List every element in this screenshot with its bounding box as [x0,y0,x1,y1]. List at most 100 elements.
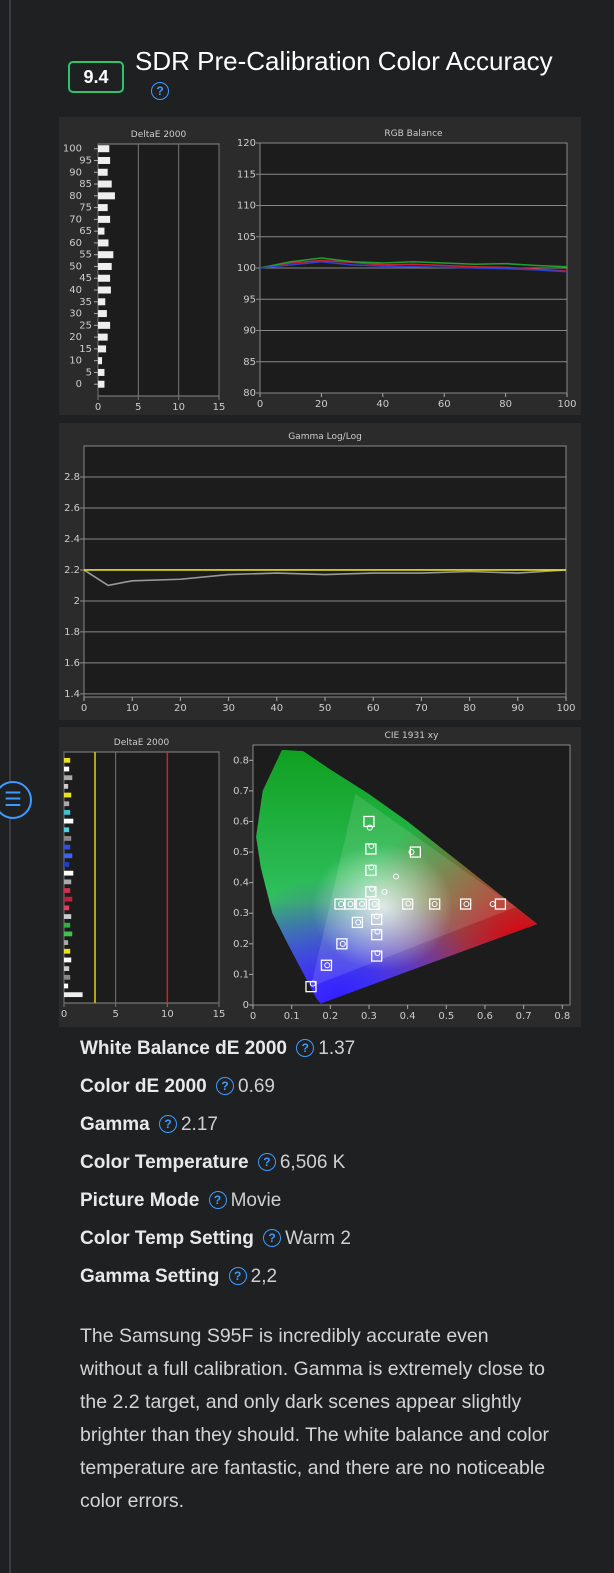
bar [64,757,71,763]
y-tick-label: 0.2 [233,939,249,950]
y-tick-label: 0.6 [233,816,249,827]
bar [98,368,105,376]
title: SDR Pre-Calibration Color Accuracy [135,46,553,76]
bar [98,298,106,306]
help-icon[interactable]: ? [263,1229,282,1247]
chart-title: RGB Balance [384,129,443,139]
measured-marker [371,901,378,908]
gamut-fill [256,749,538,1004]
help-icon[interactable]: ? [257,1153,276,1171]
y-tick-label: 95 [79,155,92,166]
x-tick-label: 5 [112,1009,118,1020]
spec-label: Color Temperature [80,1152,249,1173]
x-tick-label: 70 [415,703,428,714]
measured-marker [405,900,412,907]
y-tick-label: 90 [243,326,256,337]
bar [64,862,70,867]
target-marker [429,898,441,910]
spec-label: Gamma Setting [80,1266,220,1287]
y-tick-label: 2.8 [64,472,80,483]
measured-marker [369,885,376,892]
y-tick-label: 10 [69,356,82,367]
y-tick-label: 120 [237,138,256,149]
x-tick-label: 20 [315,399,328,410]
spec-list: White Balance dE 2000 ? 1.37 Color dE 2000… [80,1030,600,1296]
y-tick-label: 0 [243,1000,249,1011]
x-tick-label: 10 [161,1009,174,1020]
help-icon[interactable]: ? [208,1191,227,1209]
bar [98,262,112,270]
help-icon[interactable]: ? [216,1077,234,1095]
y-tick-label: 30 [69,309,82,320]
chart-image: Gamma Log/Log 0 10 20 30 40 50 60 70 80 90 100 1.4 1.… [59,423,581,720]
spec-value: 0.69 [238,1076,275,1097]
target-marker [320,959,333,971]
y-tick-label: 95 [243,294,256,305]
x-tick-label: 0.4 [400,1011,416,1022]
measured-marker [408,849,415,856]
bar [64,966,70,972]
series-line [259,260,568,273]
measured-marker [368,864,375,871]
target-marker [363,815,375,828]
x-tick-label: 0.1 [284,1011,300,1022]
spec-row: Color Temperature ? 6,506 K [80,1144,600,1182]
target-marker [371,913,383,926]
gamut-triangle [310,793,516,987]
x-tick-label: 0.3 [361,1011,377,1022]
x-tick-label: 50 [319,703,332,714]
x-tick-label: 0.6 [477,1011,493,1022]
measured-marker [338,901,345,908]
measured-marker [381,888,388,895]
plot-area [63,751,220,1004]
x-tick-label: 0 [61,1009,67,1020]
bar [64,983,69,989]
y-tick-label: 85 [79,179,92,190]
y-tick-label: 105 [237,232,256,243]
bar [64,783,69,789]
toc-button[interactable]: ☰ [0,781,32,819]
help-icon[interactable]: ? [158,1115,177,1133]
bar [64,957,72,963]
y-tick-label: 40 [69,285,82,296]
help-icon[interactable]: ? [296,1039,315,1057]
y-tick-label: 55 [79,250,92,261]
x-tick-label: 100 [556,703,575,714]
y-tick-label: 0.5 [233,847,249,858]
y-tick-label: 75 [79,203,92,214]
measured-marker [373,913,380,920]
y-tick-label: 60 [69,238,82,249]
spec-label: Gamma [80,1114,150,1135]
y-tick-label: 90 [69,167,82,178]
y-tick-label: 50 [69,261,82,272]
bar [64,801,70,807]
spec-label: White Balance dE 2000 [80,1038,287,1059]
x-tick-label: 80 [463,703,476,714]
spec-row: Color dE 2000 ? 0.69 [80,1068,600,1106]
measured-marker [355,919,362,926]
x-tick-label: 60 [438,399,451,410]
spec-label: Picture Mode [80,1190,200,1211]
x-tick-label: 0 [81,703,87,714]
bar [64,870,74,876]
chart-title: Gamma Log/Log [288,432,362,442]
bar [64,940,69,945]
help-icon[interactable]: ? [151,82,169,100]
bar [98,227,105,235]
description: The Samsung S95F is incredibly accurate … [80,1325,550,1512]
y-tick-label: 0.1 [233,969,249,980]
x-tick-label: 100 [557,399,576,410]
bar [98,274,111,282]
measured-marker [368,842,375,849]
bar [98,168,108,176]
bar [64,922,71,928]
bar [98,145,110,153]
bar [98,215,111,223]
spec-row: Gamma ? 2.17 [80,1106,600,1144]
help-icon[interactable]: ? [228,1267,247,1285]
bar [64,792,72,798]
bar [64,853,73,859]
spec-value: Movie [230,1190,282,1211]
target-marker [401,898,414,910]
